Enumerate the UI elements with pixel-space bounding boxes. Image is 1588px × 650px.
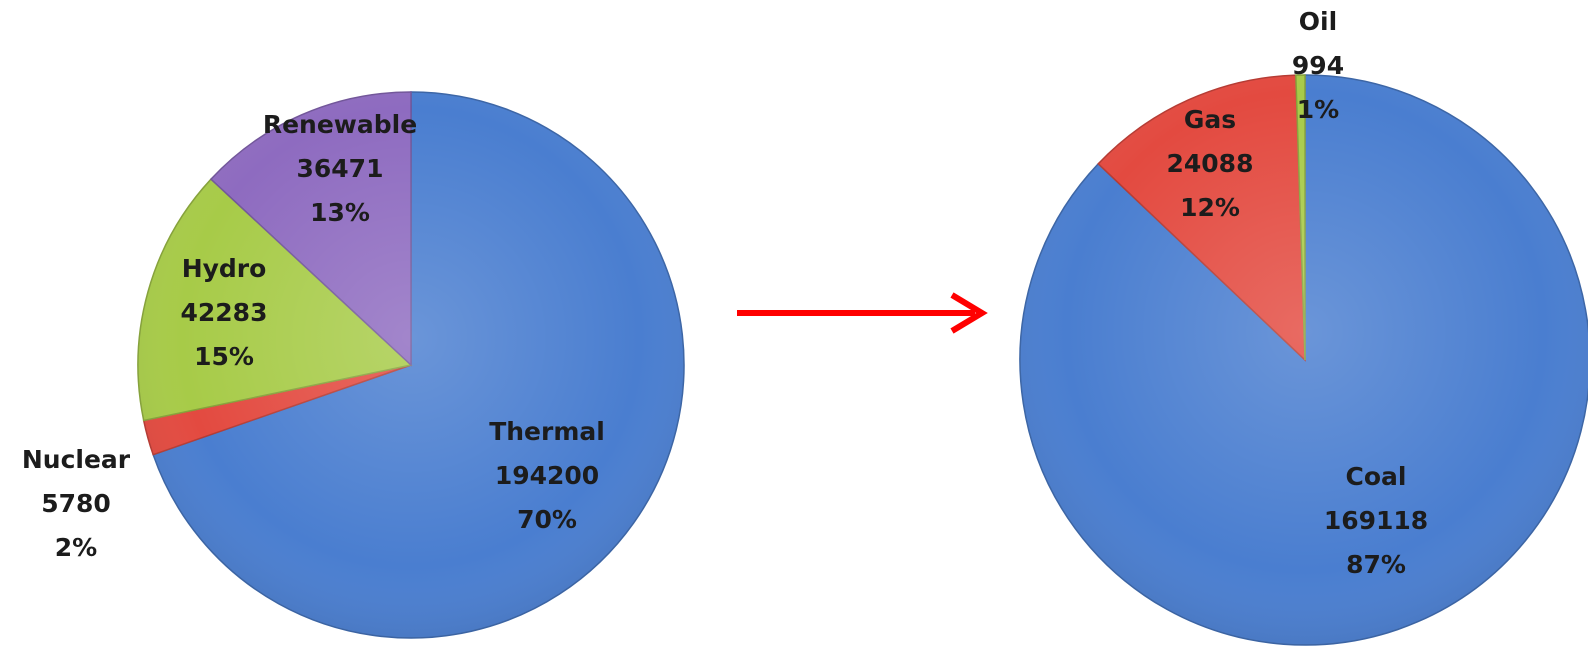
slice-name: Oil [1299, 7, 1337, 36]
data-label-gas: Gas 24088 12% [1167, 105, 1254, 222]
slice-value: 36471 [297, 154, 384, 183]
slice-percent: 13% [310, 198, 370, 227]
slice-percent: 87% [1346, 550, 1406, 579]
slice-name: Gas [1184, 105, 1236, 134]
data-label-oil: Oil 994 1% [1292, 7, 1344, 124]
pie-chart-total-capacity: Thermal 194200 70% Nuclear 5780 2% Hydro 42283 1… [22, 91, 685, 639]
data-label-thermal: Thermal 194200 70% [489, 417, 605, 534]
slice-name: Thermal [489, 417, 605, 446]
slice-name: Hydro [182, 254, 267, 283]
data-label-coal: Coal 169118 87% [1324, 462, 1428, 579]
slice-value: 194200 [495, 461, 599, 490]
transition-arrow [737, 292, 988, 334]
slice-percent: 15% [194, 342, 254, 371]
slice-name: Nuclear [22, 445, 131, 474]
slice-value: 5780 [41, 489, 111, 518]
arrow-head [950, 292, 988, 334]
data-label-renewable: Renewable 36471 13% [263, 110, 417, 227]
slice-name: Coal [1346, 462, 1407, 491]
slice-name: Renewable [263, 110, 417, 139]
data-label-hydro: Hydro 42283 15% [181, 254, 268, 371]
slice-percent: 2% [55, 533, 97, 562]
slice-value: 994 [1292, 51, 1344, 80]
slice-percent: 12% [1180, 193, 1240, 222]
slice-value: 24088 [1167, 149, 1254, 178]
pie-chart-thermal-breakdown: Coal 169118 87% Gas 24088 12% Oil 994 1% [1019, 7, 1588, 646]
slice-percent: 70% [517, 505, 577, 534]
slice-value: 169118 [1324, 506, 1428, 535]
slice-value: 42283 [181, 298, 268, 327]
data-label-nuclear: Nuclear 5780 2% [22, 445, 131, 562]
slice-percent: 1% [1297, 95, 1339, 124]
